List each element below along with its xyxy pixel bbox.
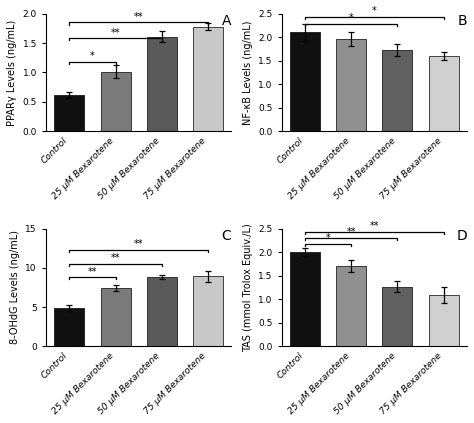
Text: **: ** — [111, 27, 120, 38]
Text: **: ** — [134, 239, 144, 249]
Bar — [147, 277, 177, 346]
Text: C: C — [222, 228, 231, 242]
Text: **: ** — [134, 12, 144, 22]
Bar — [147, 36, 177, 132]
Y-axis label: 8-OHdG Levels (ng/mL): 8-OHdG Levels (ng/mL) — [10, 231, 20, 344]
Bar — [193, 277, 223, 346]
Text: **: ** — [111, 253, 120, 263]
Bar — [428, 56, 459, 132]
Bar — [193, 27, 223, 132]
Bar — [336, 39, 366, 132]
Text: **: ** — [346, 227, 356, 237]
Y-axis label: PPARγ Levels (ng/mL): PPARγ Levels (ng/mL) — [7, 19, 17, 126]
Bar — [55, 308, 84, 346]
Text: *: * — [326, 233, 330, 244]
Y-axis label: NF-κB Levels (ng/mL): NF-κB Levels (ng/mL) — [243, 20, 253, 125]
Y-axis label: TAS (mmol Trolox Equiv./L): TAS (mmol Trolox Equiv./L) — [243, 223, 253, 352]
Text: **: ** — [88, 266, 97, 277]
Bar — [428, 294, 459, 346]
Bar — [100, 288, 130, 346]
Bar — [336, 266, 366, 346]
Text: *: * — [90, 51, 95, 61]
Text: A: A — [222, 14, 231, 27]
Text: *: * — [349, 13, 354, 23]
Bar — [55, 95, 84, 132]
Bar — [290, 33, 320, 132]
Bar — [383, 50, 412, 132]
Bar — [100, 72, 130, 132]
Text: B: B — [457, 14, 467, 27]
Text: *: * — [372, 6, 377, 16]
Text: D: D — [456, 228, 467, 242]
Bar — [383, 286, 412, 346]
Bar — [290, 252, 320, 346]
Text: **: ** — [370, 221, 379, 231]
